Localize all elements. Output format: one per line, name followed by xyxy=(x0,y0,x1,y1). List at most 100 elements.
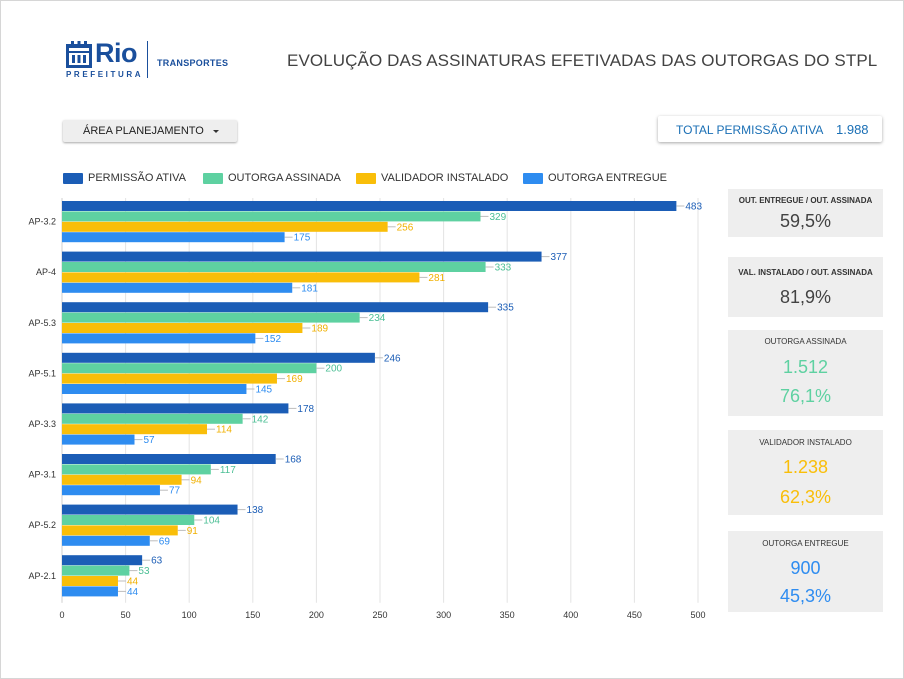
bar xyxy=(62,535,150,546)
bar xyxy=(62,474,182,485)
legend-label: VALIDADOR INSTALADO xyxy=(381,172,509,184)
caret-down-icon xyxy=(213,130,219,133)
data-label: 44 xyxy=(127,577,139,588)
bar xyxy=(62,384,247,394)
x-tick-label: 200 xyxy=(309,610,324,620)
bar xyxy=(62,211,481,222)
data-label: 63 xyxy=(151,556,163,567)
bar xyxy=(62,363,317,374)
scorecard-title: VALIDADOR INSTALADO xyxy=(759,438,852,447)
legend-label: PERMISSÃO ATIVA xyxy=(88,172,187,184)
scorecard-outorga-assinada: OUTORGA ASSINADA 1.512 76,1% xyxy=(728,330,883,416)
data-label: 178 xyxy=(297,404,314,415)
y-category-label: AP-5.1 xyxy=(28,368,56,378)
legend-label: OUTORGA ASSINADA xyxy=(228,172,341,184)
bar xyxy=(62,454,276,464)
legend-label: OUTORGA ENTREGUE xyxy=(548,172,667,184)
bar xyxy=(62,221,388,232)
scorecard-value: 1.238 xyxy=(782,457,829,477)
bar xyxy=(62,586,118,597)
data-label: 234 xyxy=(369,313,386,324)
x-tick-label: 300 xyxy=(436,610,451,620)
scorecard-percent: 76,1% xyxy=(779,386,832,406)
bar xyxy=(62,333,256,344)
bar xyxy=(62,403,289,414)
data-label: 333 xyxy=(495,263,512,274)
data-label: 114 xyxy=(216,425,232,436)
area-planejamento-filter[interactable]: ÁREA PLANEJAMENTO xyxy=(63,120,237,142)
bar xyxy=(62,413,243,424)
filter-label: ÁREA PLANEJAMENTO xyxy=(83,125,204,137)
data-label: 189 xyxy=(311,324,328,335)
bar xyxy=(62,424,208,435)
bar xyxy=(62,515,195,525)
data-label: 377 xyxy=(551,252,568,263)
data-label: 138 xyxy=(247,505,264,516)
page-title: EVOLUÇÃO DAS ASSINATURAS EFETIVADAS DAS … xyxy=(287,51,878,70)
y-category-label: AP-5.2 xyxy=(28,520,56,530)
scorecard-title: OUTORGA ASSINADA xyxy=(764,337,847,346)
data-label: 329 xyxy=(489,212,506,223)
data-label: 169 xyxy=(286,374,303,385)
scorecard-validador-assinada: VAL. INSTALADO / OUT. ASSINADA 81,9% xyxy=(728,257,883,317)
legend-swatch xyxy=(63,173,83,184)
bar xyxy=(62,576,118,586)
data-label: 94 xyxy=(191,475,203,486)
bar xyxy=(62,272,420,283)
data-label: 142 xyxy=(252,414,269,425)
scorecard-title: OUTORGA ENTREGUE xyxy=(762,539,849,548)
bar xyxy=(62,201,677,211)
logo-subtitle: PREFEITURA xyxy=(66,70,144,79)
legend-swatch xyxy=(356,173,376,184)
logo-department: TRANSPORTES xyxy=(157,58,229,68)
logo-word: Rio xyxy=(95,38,138,68)
scorecard-value: 900 xyxy=(790,558,821,578)
bar xyxy=(62,232,285,243)
prefeitura-rio-logo: Rio PREFEITURA TRANSPORTES xyxy=(63,38,233,81)
bar xyxy=(62,312,360,323)
x-tick-label: 250 xyxy=(372,610,387,620)
data-label: 335 xyxy=(497,303,514,314)
bar xyxy=(62,555,143,566)
data-label: 145 xyxy=(255,385,272,396)
data-label: 44 xyxy=(127,587,139,598)
data-label: 53 xyxy=(138,566,150,577)
bar xyxy=(62,434,135,445)
data-label: 256 xyxy=(397,222,414,233)
scorecard-title: VAL. INSTALADO / OUT. ASSINADA xyxy=(738,268,873,277)
bar xyxy=(62,565,130,576)
data-label: 246 xyxy=(384,353,401,364)
bar-chart: 0 50 100 150 200 250 300 350 400 450 500 AP-3.2 483 3… xyxy=(28,198,706,620)
bar xyxy=(62,373,277,384)
x-tick-label: 500 xyxy=(690,610,705,620)
data-label: 181 xyxy=(301,283,318,294)
bar xyxy=(62,352,375,363)
total-permissao-ativa-scorecard: TOTAL PERMISSÃO ATIVA 1.988 xyxy=(658,116,882,142)
scorecard-value: 81,9% xyxy=(779,287,832,307)
total-label: TOTAL PERMISSÃO ATIVA xyxy=(676,123,824,137)
scorecard-percent: 45,3% xyxy=(779,586,832,606)
data-label: 69 xyxy=(159,536,171,547)
data-label: 483 xyxy=(685,202,702,213)
x-tick-label: 0 xyxy=(59,610,64,620)
bar xyxy=(62,251,542,262)
data-label: 57 xyxy=(144,435,156,446)
data-label: 91 xyxy=(187,526,199,537)
data-label: 117 xyxy=(220,465,236,476)
legend-swatch xyxy=(523,173,543,184)
x-tick-label: 50 xyxy=(121,610,131,620)
scorecard-entregue-assinada: OUT. ENTREGUE / OUT. ASSINADA 59,5% xyxy=(728,189,883,237)
data-label: 281 xyxy=(428,273,445,284)
data-label: 152 xyxy=(264,334,281,345)
y-category-label: AP-4 xyxy=(36,267,56,277)
y-category-label: AP-2.1 xyxy=(28,571,56,581)
scorecard-validador-instalado: VALIDADOR INSTALADO 1.238 62,3% xyxy=(728,430,883,515)
bar xyxy=(62,302,489,313)
total-value: 1.988 xyxy=(836,122,869,137)
x-tick-label: 400 xyxy=(563,610,578,620)
bar xyxy=(62,485,160,496)
scorecard-value: 1.512 xyxy=(782,357,829,377)
y-category-label: AP-5.3 xyxy=(28,318,56,328)
y-category-label: AP-3.1 xyxy=(28,470,56,480)
